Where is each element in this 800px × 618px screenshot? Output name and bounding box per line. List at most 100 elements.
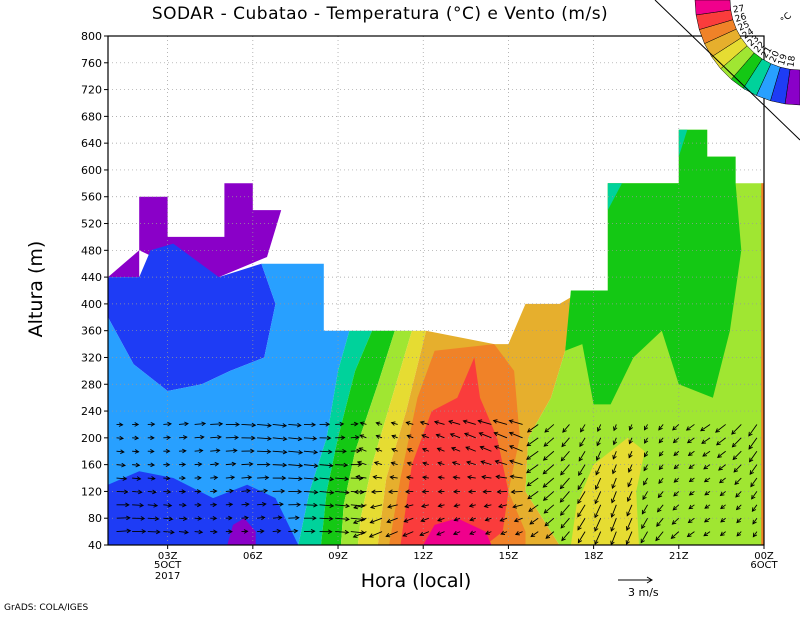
wind-vector-head-218 <box>483 503 489 508</box>
wind-vector-head-17 <box>134 422 140 427</box>
wind-vector-92 <box>272 503 284 506</box>
wind-vector-head-226 <box>499 517 505 522</box>
wind-vector-80 <box>241 423 256 426</box>
wind-vector-203 <box>452 461 461 466</box>
wind-vector-head-328 <box>673 478 679 483</box>
wind-vector-head-215 <box>462 419 468 425</box>
wind-vector-151 <box>359 434 367 439</box>
wind-vector-197 <box>434 421 445 425</box>
wind-vector-349 <box>701 437 711 444</box>
colorbar-unit: °C <box>779 11 794 26</box>
wind-vector-head-352 <box>720 518 725 523</box>
wind-vector-head-206 <box>448 419 454 425</box>
wind-vector-head-230 <box>494 459 500 465</box>
wind-vector-head-105 <box>298 449 304 455</box>
wind-vector-15 <box>132 450 139 453</box>
wind-vector-230 <box>495 460 508 466</box>
wind-vector-head-200 <box>453 503 459 508</box>
wind-vector-head-95 <box>282 462 288 468</box>
wind-vector-head-88 <box>267 436 272 441</box>
wind-vector-head-153 <box>368 533 374 538</box>
wind-vector-249 <box>526 450 539 460</box>
wind-vector-head-353 <box>720 504 725 510</box>
wind-vector-head-217 <box>484 517 490 522</box>
wind-vector-91 <box>272 516 282 519</box>
wind-vector-169 <box>391 435 398 439</box>
wind-vector-head-68 <box>231 461 237 467</box>
wind-vector-head-62 <box>218 421 224 427</box>
wind-vector-175 <box>406 476 414 479</box>
wind-vector-112 <box>303 477 318 480</box>
wind-vector-head-94 <box>281 475 287 481</box>
wind-vector-244 <box>529 517 539 525</box>
wind-vector-374 <box>749 464 758 475</box>
wind-vector-head-120 <box>329 490 335 495</box>
wind-vector-head-107 <box>296 422 302 428</box>
wind-vector-205 <box>450 433 461 439</box>
wind-vector-head-136 <box>360 516 366 522</box>
wind-vector-head-257 <box>542 469 548 475</box>
wind-vector-head-65 <box>228 502 234 507</box>
wind-vector-204 <box>451 447 461 452</box>
wind-vector-head-138 <box>359 489 365 495</box>
wind-vector-head-145 <box>352 519 358 525</box>
wind-vector-head-29 <box>167 502 173 508</box>
wind-vector-head-11 <box>139 502 145 508</box>
wind-vector-head-348 <box>702 452 708 457</box>
wind-vector-177 <box>407 448 414 452</box>
wind-vector-311 <box>643 464 648 471</box>
wind-vector-head-338 <box>688 464 694 469</box>
wind-vector-head-294 <box>612 454 617 460</box>
wind-vector-90 <box>272 530 281 533</box>
x-tick-label-6: 21Z <box>669 551 689 562</box>
wind-vector-236 <box>512 504 523 508</box>
wind-vector-274 <box>577 477 586 490</box>
wind-vector-head-242 <box>508 419 514 424</box>
wind-vector-head-249 <box>526 455 531 460</box>
wind-vector-head-341 <box>685 426 691 431</box>
wind-vector-head-34 <box>166 435 172 440</box>
wind-vector-head-141 <box>356 448 361 454</box>
wind-vector-238 <box>510 475 523 479</box>
wind-vector-head-2 <box>125 502 130 508</box>
wind-vector-head-147 <box>353 489 359 495</box>
wind-vector-head-270 <box>577 538 583 544</box>
wind-vector-head-248 <box>526 468 531 474</box>
wind-vector-head-283 <box>594 485 600 491</box>
wind-vector-head-44 <box>184 421 189 427</box>
wind-vector-227 <box>498 504 508 508</box>
wind-vector-119 <box>319 504 334 507</box>
wind-vector-head-128 <box>345 503 351 509</box>
wind-vector-81 <box>257 530 264 533</box>
wind-vector-head-339 <box>687 451 693 457</box>
wind-vector-head-26 <box>150 422 156 427</box>
wind-vector-head-299 <box>626 511 631 517</box>
wind-vector-122 <box>319 464 333 467</box>
wind-vector-258 <box>543 450 555 461</box>
wind-vector-369 <box>752 531 758 537</box>
wind-vector-255 <box>543 491 555 501</box>
wind-vector-head-262 <box>560 523 566 529</box>
wind-vector-head-315 <box>655 536 660 542</box>
y-tick-label-7: 320 <box>81 351 102 364</box>
wind-vector-head-356 <box>718 466 723 471</box>
temperature-region-15 <box>607 183 622 211</box>
wind-vector-346 <box>704 477 711 483</box>
wind-vector-head-177 <box>406 448 412 453</box>
wind-vector-164 <box>387 504 398 508</box>
wind-vector-head-221 <box>480 460 486 465</box>
wind-vector-195 <box>437 447 445 452</box>
wind-vector-188 <box>420 421 430 425</box>
wind-vector-head-196 <box>435 433 441 438</box>
colorbar-label-8: 26 <box>734 12 748 25</box>
wind-vector-252 <box>545 531 555 539</box>
wind-vector-head-8 <box>118 422 124 427</box>
wind-vector-296 <box>613 424 617 431</box>
wind-vector-head-83 <box>261 501 267 507</box>
wind-vector-head-272 <box>577 512 582 518</box>
wind-vector-289 <box>610 518 617 532</box>
wind-vector-head-197 <box>433 420 439 425</box>
wind-vector-head-50 <box>197 462 203 467</box>
wind-vector-head-198 <box>452 530 458 536</box>
wind-vector-head-149 <box>356 460 362 466</box>
